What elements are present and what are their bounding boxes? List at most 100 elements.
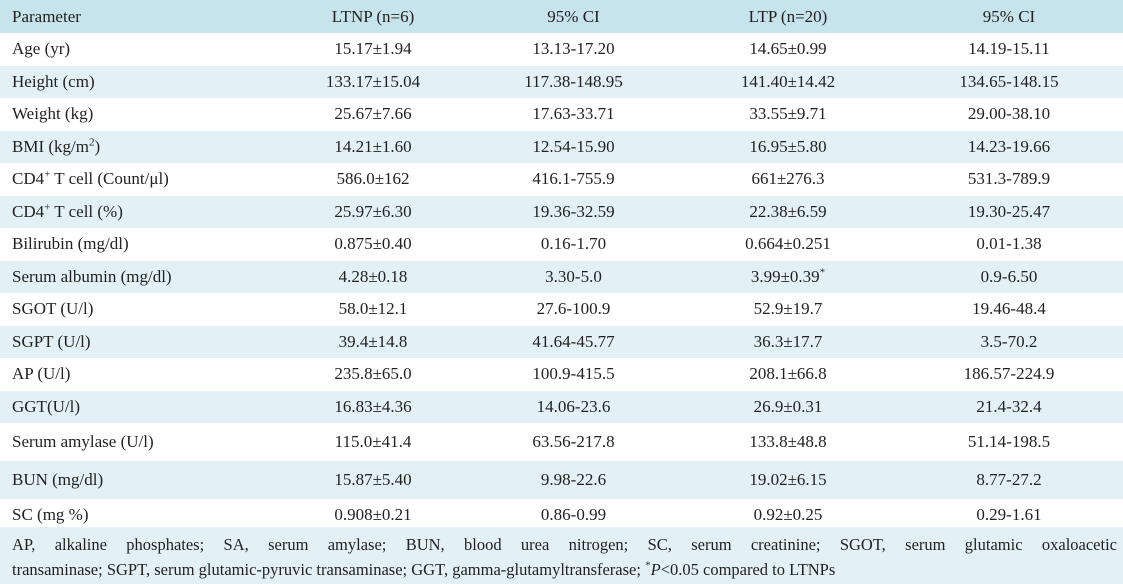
cell-ltnp: 4.28±0.18 bbox=[280, 261, 466, 294]
parameter-superscript: 2 bbox=[88, 136, 95, 149]
cell-ltp: 141.40±14.42 bbox=[681, 66, 895, 99]
cell-ci-ltp-value: 0.9-6.50 bbox=[980, 266, 1038, 286]
cell-ci-ltnp: 0.86-0.99 bbox=[466, 499, 681, 532]
cell-ltnp: 115.0±41.4 bbox=[280, 423, 466, 461]
parameter-label-suffix: ) bbox=[94, 136, 101, 156]
cell-ltnp: 15.17±1.94 bbox=[280, 33, 466, 66]
cell-ltp: 14.65±0.99 bbox=[681, 33, 895, 66]
parameter-label: SGPT (U/l) bbox=[12, 331, 91, 351]
parameter-label: Age (yr) bbox=[12, 39, 71, 59]
cell-ci-ltnp-value: 12.54-15.90 bbox=[532, 136, 615, 156]
cell-ltnp-value: 4.28±0.18 bbox=[338, 266, 408, 286]
parameter-superscript: + bbox=[44, 168, 51, 181]
cell-ltnp-value: 15.87±5.40 bbox=[334, 470, 412, 489]
cell-parameter: SGPT (U/l) bbox=[0, 326, 280, 359]
parameter-superscript: + bbox=[44, 201, 51, 214]
cell-ltnp-value: 58.0±12.1 bbox=[338, 299, 408, 319]
parameter-label: SC (mg %) bbox=[12, 505, 89, 525]
table-row: SGOT (U/l) 58.0±12.1 27.6-100.9 52.9±19.7 19… bbox=[0, 293, 1123, 326]
footnote-line-2-end: <0.05 compared to LTNPs bbox=[660, 560, 836, 579]
table-row: Weight (kg) 25.67±7.66 17.63-33.71 33.55±9.… bbox=[0, 98, 1123, 131]
table-row: CD4+ T cell (Count/μl) 586.0±162 416.1-755… bbox=[0, 163, 1123, 196]
cell-ltp-value: 133.8±48.8 bbox=[749, 432, 827, 451]
cell-parameter: BUN (mg/dl) bbox=[0, 461, 280, 499]
cell-ci-ltp-value: 21.4-32.4 bbox=[976, 396, 1042, 416]
cell-ltp: 3.99±0.39* bbox=[681, 261, 895, 294]
cell-ltnp: 16.83±4.36 bbox=[280, 391, 466, 424]
cell-ci-ltp-value: 134.65-148.15 bbox=[959, 71, 1059, 91]
cell-ltp: 19.02±6.15 bbox=[681, 461, 895, 499]
cell-ci-ltnp: 17.63-33.71 bbox=[466, 98, 681, 131]
cell-ltnp-value: 586.0±162 bbox=[336, 169, 410, 189]
cell-ci-ltp-value: 29.00-38.10 bbox=[967, 104, 1051, 124]
cell-ltp: 661±276.3 bbox=[681, 163, 895, 196]
cell-ci-ltnp: 100.9-415.5 bbox=[466, 358, 681, 391]
cell-ltnp: 235.8±65.0 bbox=[280, 358, 466, 391]
cell-parameter: Age (yr) bbox=[0, 33, 280, 66]
cell-parameter: Height (cm) bbox=[0, 66, 280, 99]
cell-ltnp: 58.0±12.1 bbox=[280, 293, 466, 326]
cell-ltp-value: 52.9±19.7 bbox=[753, 299, 823, 319]
cell-parameter: Bilirubin (mg/dl) bbox=[0, 228, 280, 261]
cell-ci-ltp-value: 8.77-27.2 bbox=[976, 470, 1042, 489]
cell-ltp-value: 14.65±0.99 bbox=[749, 39, 827, 59]
cell-ltp-value: 661±276.3 bbox=[751, 169, 825, 189]
cell-ci-ltp: 14.19-15.11 bbox=[895, 33, 1123, 66]
cell-ci-ltnp-value: 63.56-217.8 bbox=[532, 432, 615, 451]
parameter-label: Height (cm) bbox=[12, 71, 95, 91]
parameter-label: GGT(U/l) bbox=[12, 396, 80, 416]
cell-ci-ltp: 19.30-25.47 bbox=[895, 196, 1123, 229]
cell-ltnp-value: 115.0±41.4 bbox=[334, 432, 412, 451]
cell-ci-ltnp-value: 0.86-0.99 bbox=[540, 505, 607, 525]
cell-ltp-value: 208.1±66.8 bbox=[749, 364, 827, 384]
cell-ci-ltp: 51.14-198.5 bbox=[895, 423, 1123, 461]
table-body: Age (yr) 15.17±1.94 13.13-17.20 14.65±0.99 1… bbox=[0, 33, 1123, 532]
cell-ltnp: 15.87±5.40 bbox=[280, 461, 466, 499]
table-row: Age (yr) 15.17±1.94 13.13-17.20 14.65±0.99 1… bbox=[0, 33, 1123, 66]
cell-ltp-value: 33.55±9.71 bbox=[749, 104, 827, 124]
cell-ci-ltnp-value: 100.9-415.5 bbox=[532, 364, 615, 384]
cell-ltp-value: 22.38±6.59 bbox=[749, 201, 827, 221]
cell-ltp-value: 0.92±0.25 bbox=[753, 505, 823, 525]
cell-ltnp: 25.97±6.30 bbox=[280, 196, 466, 229]
cell-ci-ltp-value: 19.30-25.47 bbox=[967, 201, 1051, 221]
parameter-label: CD4 bbox=[12, 201, 45, 221]
cell-ci-ltnp: 19.36-32.59 bbox=[466, 196, 681, 229]
footnote-line-1: AP, alkaline phosphates; SA, serum amyla… bbox=[12, 535, 1117, 554]
footnote-line-2-text: transaminase; SGPT, serum glutamic-pyruv… bbox=[12, 560, 646, 579]
parameter-label: AP (U/l) bbox=[12, 364, 71, 384]
cell-ltp: 36.3±17.7 bbox=[681, 326, 895, 359]
header-ci-ltnp: 95% CI bbox=[547, 6, 600, 26]
cell-ltp: 16.95±5.80 bbox=[681, 131, 895, 164]
table-row: Height (cm) 133.17±15.04 117.38-148.95 141.… bbox=[0, 65, 1123, 99]
cell-ltnp-value: 235.8±65.0 bbox=[334, 364, 412, 384]
cell-ltp-value: 26.9±0.31 bbox=[753, 396, 823, 416]
cell-ci-ltnp: 12.54-15.90 bbox=[466, 131, 681, 164]
cell-ltnp-value: 0.875±0.40 bbox=[334, 234, 412, 254]
footnote-asterisk: * bbox=[645, 559, 651, 572]
parameter-label: BUN (mg/dl) bbox=[12, 470, 104, 489]
cell-ci-ltnp: 13.13-17.20 bbox=[466, 33, 681, 66]
cell-ci-ltnp-value: 0.16-1.70 bbox=[540, 234, 607, 254]
cell-ci-ltp-value: 0.29-1.61 bbox=[976, 505, 1042, 525]
parameter-label: Serum amylase (U/l) bbox=[12, 432, 154, 451]
cell-ltnp: 39.4±14.8 bbox=[280, 326, 466, 359]
cell-ltnp: 25.67±7.66 bbox=[280, 98, 466, 131]
cell-ci-ltp: 3.5-70.2 bbox=[895, 326, 1123, 359]
header-ci-ltp: 95% CI bbox=[982, 6, 1036, 26]
cell-ci-ltnp-value: 19.36-32.59 bbox=[532, 201, 615, 221]
cell-ci-ltp: 531.3-789.9 bbox=[895, 163, 1123, 196]
cell-ci-ltp-value: 531.3-789.9 bbox=[967, 169, 1051, 189]
cell-ltp-value: 19.02±6.15 bbox=[749, 470, 827, 489]
cell-ci-ltnp: 14.06-23.6 bbox=[466, 391, 681, 424]
cell-ci-ltp: 8.77-27.2 bbox=[895, 461, 1123, 499]
cell-ltnp-value: 16.83±4.36 bbox=[334, 396, 412, 416]
cell-ci-ltp-value: 14.23-19.66 bbox=[967, 136, 1051, 156]
cell-ci-ltnp-value: 416.1-755.9 bbox=[532, 169, 615, 189]
cell-ltp: 26.9±0.31 bbox=[681, 391, 895, 424]
table-row: BUN (mg/dl) 15.87±5.40 9.98-22.6 19.02±6.15… bbox=[0, 461, 1123, 499]
cell-ci-ltnp-value: 27.6-100.9 bbox=[536, 299, 611, 319]
cell-parameter: CD4+ T cell (Count/μl) bbox=[0, 163, 280, 196]
cell-ltnp-value: 15.17±1.94 bbox=[334, 39, 412, 59]
